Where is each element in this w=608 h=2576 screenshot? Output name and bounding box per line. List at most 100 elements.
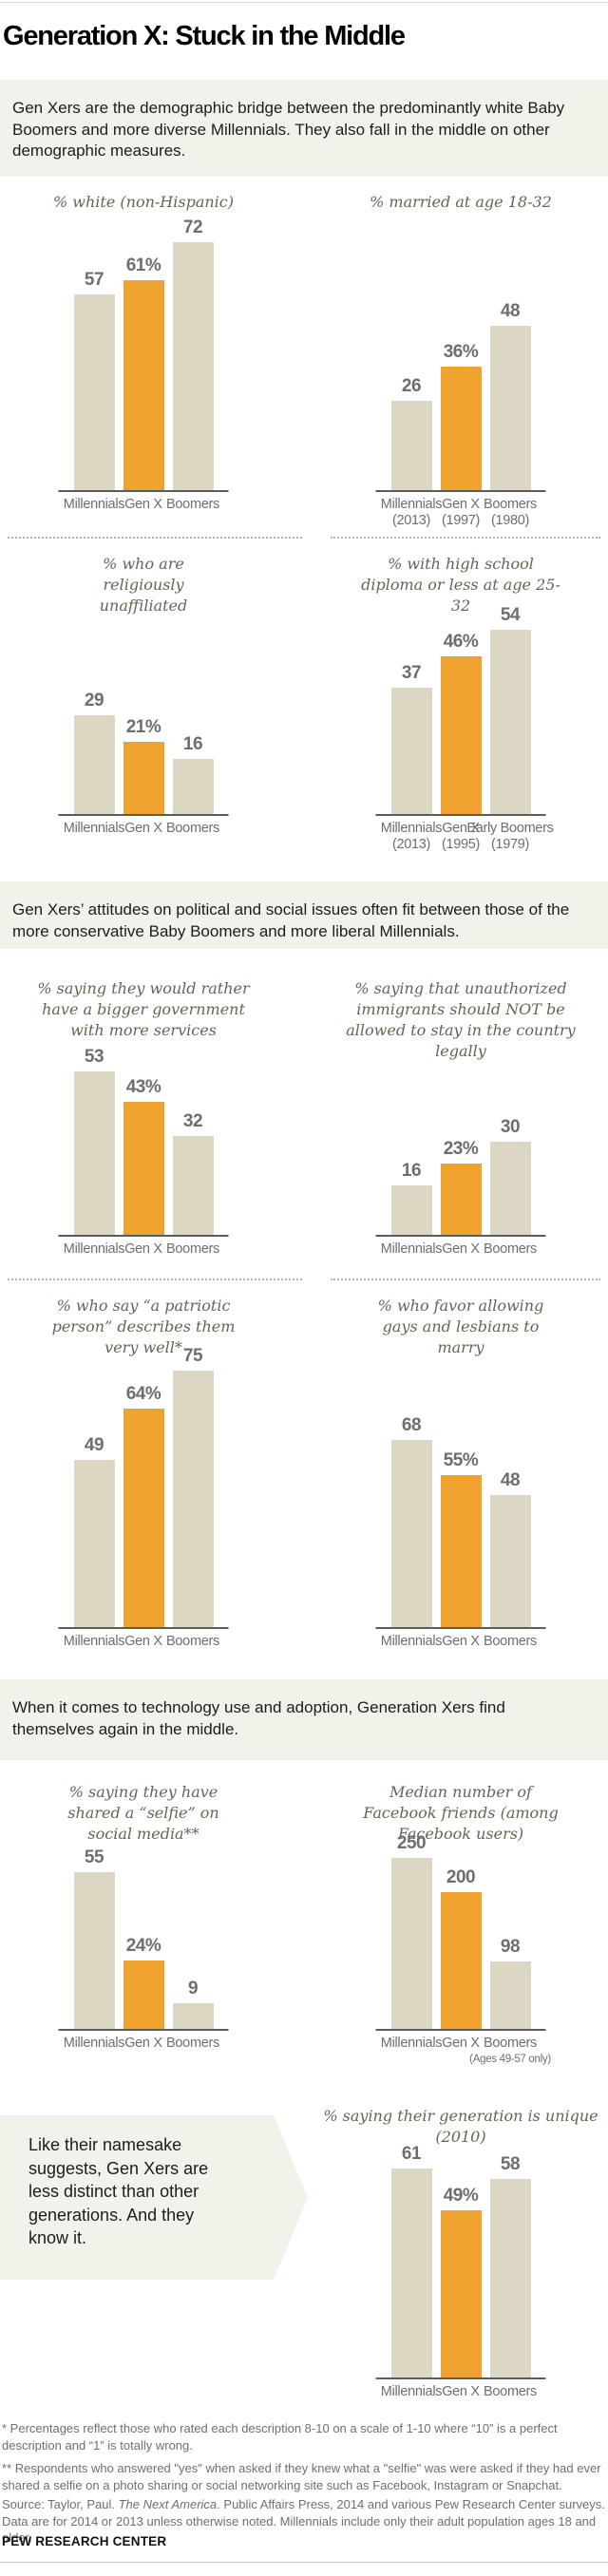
bar-boomers bbox=[489, 1142, 531, 1235]
chart-generation-unique: % saying their generation is unique (201… bbox=[317, 2106, 604, 2400]
bar-boomers bbox=[489, 326, 531, 490]
category-name: Millennials bbox=[63, 2036, 125, 2051]
category-label: Millennials (2013) bbox=[381, 821, 443, 853]
category-name: Boomers bbox=[484, 2384, 537, 2399]
category-label: Gen X bbox=[124, 1241, 164, 1258]
top-divider bbox=[0, 2, 608, 3]
plot-area: 61 49% 58 bbox=[317, 2134, 604, 2379]
bottom-divider bbox=[0, 2562, 608, 2563]
footnote-selfie: ** Respondents who answered "yes" when a… bbox=[2, 2461, 601, 2492]
category-sublabel: (1995) bbox=[441, 837, 481, 852]
bar-millennials bbox=[390, 1185, 432, 1235]
category-label: Boomers bbox=[166, 2036, 219, 2052]
x-axis bbox=[375, 1627, 546, 1629]
bar-gen-x bbox=[123, 1102, 164, 1235]
intro-text-demographics: Gen Xers are the demographic bridge betw… bbox=[12, 99, 565, 160]
category-name: Boomers bbox=[166, 1241, 219, 1257]
chart-title: % who say “a patriotic person” describes… bbox=[51, 1297, 236, 1356]
bar-value-label: 9 bbox=[187, 1979, 199, 1998]
category-name: Gen X bbox=[442, 2384, 480, 2399]
chart-title: % with high school diploma or less at ag… bbox=[361, 555, 560, 615]
category-name: Early Boomers bbox=[466, 821, 554, 836]
bars: 53 43% 32 bbox=[0, 1048, 287, 1235]
x-axis bbox=[375, 2377, 546, 2379]
category-label: Millennials (2013) bbox=[381, 497, 443, 529]
bar-boomers bbox=[172, 242, 214, 490]
category-name: Boomers bbox=[484, 1241, 537, 1257]
bar-value-label: 46% bbox=[443, 632, 479, 652]
bar-value-label: 48 bbox=[500, 301, 521, 321]
category-name: Gen X bbox=[124, 1241, 162, 1257]
pew-research-center-brand: PEW RESEARCH CENTER bbox=[2, 2534, 167, 2548]
x-axis bbox=[58, 1235, 229, 1237]
bar-column: 16 bbox=[390, 1162, 432, 1235]
bar-value-label: 72 bbox=[182, 218, 203, 237]
category-label: Boomers (Ages 49-57 only) bbox=[469, 2036, 551, 2066]
bar-column: 43% bbox=[123, 1078, 164, 1235]
category-label: Early Boomers (1979) bbox=[466, 821, 553, 853]
bar-column: 48 bbox=[489, 1470, 531, 1627]
category-name: Gen X bbox=[442, 497, 480, 512]
category-label: Gen X (1997) bbox=[441, 497, 482, 529]
bar-column: 98 bbox=[489, 1937, 531, 2029]
bars: 26 36% 48 bbox=[317, 302, 604, 490]
bar-column: 53 bbox=[73, 1047, 115, 1235]
bar-value-label: 53 bbox=[84, 1047, 104, 1067]
category-label: Millennials bbox=[64, 497, 125, 513]
bar-column: 37 bbox=[390, 664, 432, 814]
category-name: Boomers bbox=[484, 497, 537, 512]
bar-column: 32 bbox=[172, 1112, 214, 1235]
bars: 250 200 98 bbox=[317, 1834, 604, 2029]
bar-column: 49% bbox=[440, 2186, 482, 2377]
chart-title: % saying they would rather have a bigger… bbox=[37, 979, 250, 1039]
category-labels: Millennials (2013) Gen X (1995) Early Boomer… bbox=[317, 821, 604, 853]
bar-value-label: 49% bbox=[443, 2186, 479, 2206]
category-labels: Millennials Gen X Boomers bbox=[0, 1241, 287, 1258]
category-sublabel: (1980) bbox=[490, 513, 530, 528]
bar-gen-x bbox=[123, 280, 164, 490]
bar-value-label: 250 bbox=[396, 1833, 427, 1853]
plot-area: 26 36% 48 bbox=[317, 218, 604, 492]
category-labels: Millennials Gen X Boomers bbox=[0, 821, 287, 837]
bar-column: 16 bbox=[172, 735, 214, 814]
intro-block-demographics: Gen Xers are the demographic bridge betw… bbox=[0, 80, 608, 177]
category-name: Gen X bbox=[124, 497, 162, 512]
bar-column: 29 bbox=[73, 691, 115, 814]
intro-block-politics: Gen Xers’ attitudes on political and soc… bbox=[0, 881, 608, 949]
source-suffix: . Public Affairs Press, 2014 and various… bbox=[2, 2497, 605, 2545]
page-title: Generation X: Stuck in the Middle bbox=[3, 21, 406, 51]
bar-boomers bbox=[172, 759, 214, 814]
category-sublabel: (1997) bbox=[441, 513, 481, 528]
bar-gen-x bbox=[123, 742, 164, 814]
bar-millennials bbox=[73, 1071, 115, 1235]
bar-column: 30 bbox=[489, 1118, 531, 1235]
category-name: Boomers bbox=[166, 1634, 219, 1649]
bars: 37 46% 54 bbox=[317, 606, 604, 814]
bar-value-label: 48 bbox=[500, 1470, 521, 1490]
bar-gen-x bbox=[440, 2210, 482, 2377]
category-name: Millennials bbox=[380, 1634, 443, 1649]
chart-title: % married at age 18-32 bbox=[370, 193, 552, 211]
category-label: Boomers bbox=[484, 2384, 537, 2400]
bar-millennials bbox=[73, 715, 115, 814]
bar-column: 58 bbox=[489, 2154, 531, 2377]
plot-area: 16 23% 30 bbox=[317, 1047, 604, 1237]
chart-title: % who are religiously unaffiliated bbox=[99, 555, 188, 615]
category-label: Gen X bbox=[124, 2036, 164, 2052]
category-labels: Millennials Gen X Boomers bbox=[0, 1634, 287, 1650]
category-name: Gen X bbox=[442, 1241, 480, 1257]
bar-value-label: 75 bbox=[182, 1346, 203, 1366]
bars: 49 64% 75 bbox=[0, 1347, 287, 1627]
bar-value-label: 26 bbox=[401, 376, 422, 396]
category-name: Millennials bbox=[380, 1241, 443, 1257]
bar-boomers bbox=[172, 1371, 214, 1627]
bar-boomers bbox=[172, 1136, 214, 1235]
bar-millennials bbox=[390, 688, 432, 814]
category-label: Boomers bbox=[484, 1634, 537, 1650]
category-name: Gen X bbox=[442, 1634, 480, 1649]
bar-value-label: 98 bbox=[500, 1937, 521, 1957]
chart-title: % saying they have shared a “selfie” on … bbox=[67, 1783, 219, 1843]
bar-boomers bbox=[489, 1495, 531, 1627]
category-label: Boomers bbox=[166, 497, 219, 513]
bar-value-label: 58 bbox=[500, 2154, 521, 2174]
